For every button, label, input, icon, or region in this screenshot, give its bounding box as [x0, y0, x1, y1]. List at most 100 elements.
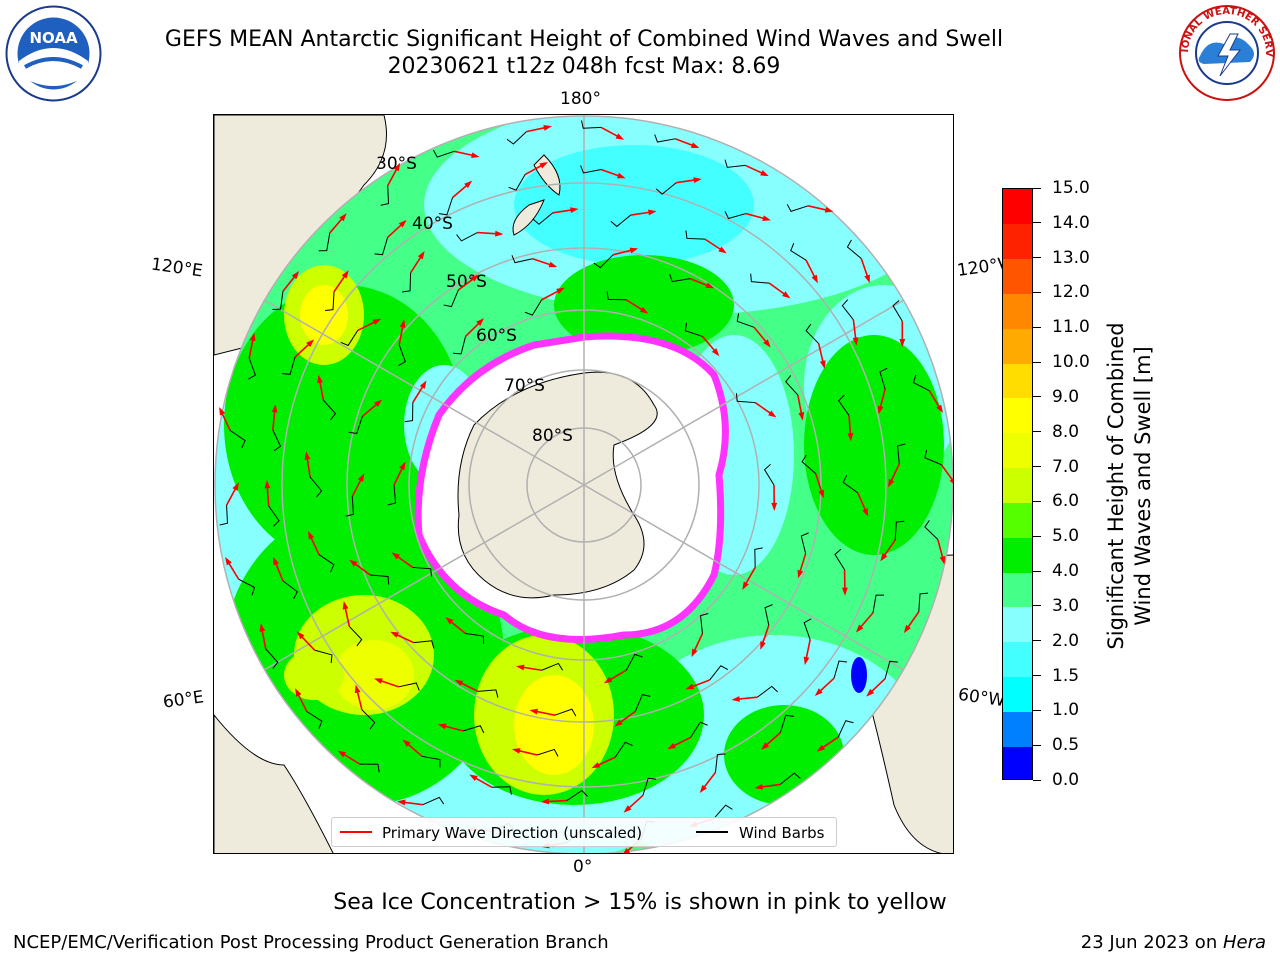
wave-direction-arrow — [398, 324, 404, 345]
wind-barb — [801, 454, 817, 474]
wave-direction-arrowhead — [397, 799, 406, 806]
wave-direction-arrow — [821, 736, 839, 749]
wave-direction-arrowhead — [742, 581, 749, 590]
wave-direction-arrowhead — [760, 170, 769, 177]
wave-direction-arrowhead — [398, 219, 407, 228]
wave-direction-arrowhead — [393, 162, 401, 172]
colorbar-tick-label: 12.0 — [1052, 282, 1090, 303]
colorbar-tick — [1033, 570, 1041, 572]
wave-direction-label: Primary Wave Direction (unscaled) — [382, 824, 643, 842]
lat-label-40s: 40°S — [412, 214, 453, 234]
wind-barb — [642, 777, 657, 796]
colorbar-tick — [1033, 500, 1041, 502]
wind-barb — [606, 291, 627, 301]
colorbar-tick — [1033, 361, 1041, 363]
wave-direction-arrow — [387, 223, 403, 239]
wind-barb — [757, 685, 778, 698]
colorbar-tick-label: 14.0 — [1052, 212, 1090, 233]
wind-barb — [872, 594, 885, 613]
wave-direction-arrowhead — [349, 559, 358, 567]
polar-map: 30°S 40°S 50°S 60°S 70°S 80°S — [213, 114, 954, 854]
wind-barb — [842, 474, 859, 494]
wave-direction-arrowhead — [818, 489, 824, 499]
colorbar-tick-label: 0.5 — [1052, 735, 1080, 756]
wind-barb — [506, 131, 527, 145]
wind-barb — [800, 532, 809, 554]
colorbar-tick-label: 5.0 — [1052, 526, 1080, 547]
wind-barb — [348, 626, 363, 647]
wind-barb — [412, 566, 433, 577]
wind-barbs-swatch — [696, 831, 728, 833]
wave-direction-arrow — [754, 401, 772, 415]
wind-barb — [924, 520, 939, 540]
wave-direction-arrowhead — [880, 553, 888, 562]
wave-direction-arrow — [870, 678, 886, 694]
wind-barb — [764, 604, 773, 626]
wave-direction-arrow — [395, 633, 415, 644]
wave-direction-arrow — [294, 342, 311, 358]
wave-direction-arrow — [272, 409, 276, 431]
wind-barb — [219, 505, 229, 526]
wave-direction-arrow — [906, 611, 920, 629]
wind-barb — [398, 682, 420, 691]
wave-direction-arrowhead — [824, 207, 834, 213]
wave-direction-arrowhead — [354, 684, 361, 694]
colorbar-tick — [1033, 291, 1041, 293]
wave-direction-arrow — [737, 696, 758, 700]
wave-direction-arrow — [600, 168, 621, 177]
wind-barb — [763, 464, 775, 486]
wave-direction-arrow — [282, 275, 297, 292]
wave-direction-arrowhead — [614, 719, 623, 727]
colorbar-tick-label: 0.0 — [1052, 770, 1080, 790]
lat-label-50s: 50°S — [446, 272, 487, 292]
wind-barb — [912, 374, 930, 392]
wind-barb — [924, 449, 942, 466]
wave-direction-arrow — [814, 473, 823, 493]
colorbar-band — [1003, 711, 1032, 747]
wind-barb — [370, 574, 390, 585]
colorbar-tick-label: 6.0 — [1052, 491, 1080, 512]
wind-barb — [884, 660, 898, 679]
colorbar-tick — [1033, 640, 1041, 642]
wave-direction-arrow — [704, 238, 723, 251]
wind-barb — [324, 291, 335, 312]
vector-layer — [219, 120, 953, 853]
wind-barb — [669, 273, 691, 283]
wave-direction-arrowhead — [232, 482, 239, 491]
wind-barb — [709, 665, 729, 681]
wind-barb — [309, 476, 323, 498]
wave-direction-arrow — [353, 562, 371, 576]
wind-barb — [524, 299, 543, 316]
wave-direction-arrowhead — [295, 688, 302, 697]
wave-direction-arrow — [702, 771, 717, 789]
wave-direction-arrow — [517, 749, 538, 756]
wave-direction-arrow — [760, 783, 781, 788]
wave-direction-arrowhead — [271, 404, 278, 413]
wave-direction-arrowhead — [264, 480, 271, 489]
wave-direction-arrowhead — [711, 348, 720, 357]
wave-direction-arrowhead — [357, 473, 365, 482]
colorbar-band — [1003, 397, 1032, 434]
wave-direction-arrow — [608, 669, 627, 682]
wind-barb — [387, 484, 397, 506]
wave-direction-arrowhead — [699, 784, 707, 794]
colorbar-tick — [1033, 326, 1041, 328]
wave-direction-arrow — [387, 167, 398, 186]
wind-barb — [779, 714, 794, 733]
wave-direction-arrow — [406, 742, 423, 758]
wave-direction-arrow — [248, 338, 254, 359]
wave-direction-arrow — [474, 776, 493, 788]
wind-barb — [422, 755, 441, 768]
wave-direction-arrowhead — [308, 531, 315, 540]
wind-barb — [511, 255, 533, 264]
wind-barb — [402, 272, 412, 293]
wind-barb — [754, 547, 763, 568]
wave-direction-arrowhead — [391, 552, 400, 560]
wind-barb — [537, 748, 559, 757]
land-africa — [214, 714, 334, 853]
wave-direction-arrow — [306, 457, 311, 478]
wind-barb — [593, 254, 614, 269]
wind-barb — [700, 612, 709, 634]
wave-direction-arrow — [393, 466, 404, 486]
wave-direction-arrow — [457, 277, 475, 291]
